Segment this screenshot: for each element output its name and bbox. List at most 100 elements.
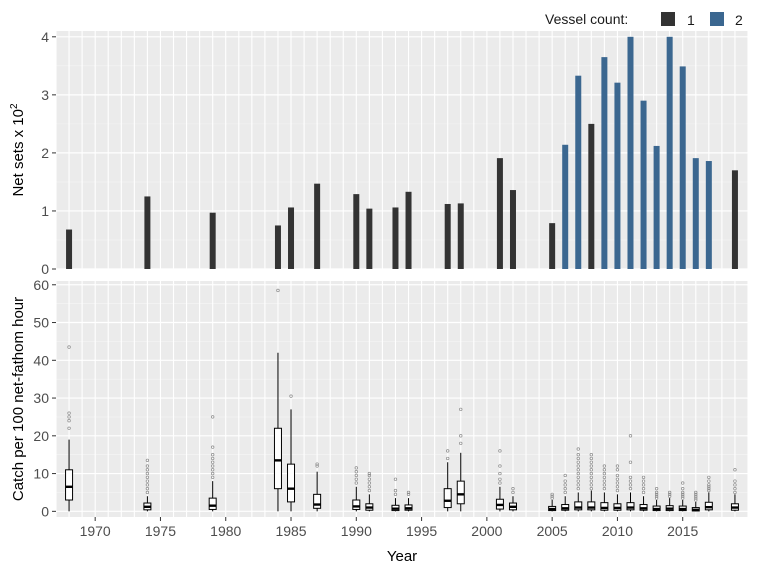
- net-sets-bar: [575, 75, 582, 269]
- boxplot-outlier: [576, 479, 580, 483]
- net-sets-bar: [209, 212, 216, 269]
- boxplot-outlier: [602, 487, 607, 491]
- boxplot-outlier: [211, 464, 215, 468]
- x-tick-label: 2000: [471, 523, 502, 539]
- boxplot-2010: [613, 464, 622, 512]
- boxplot-outlier: [446, 449, 450, 453]
- boxplot-outlier: [315, 462, 319, 466]
- boxplot-outlier: [602, 483, 607, 487]
- boxplot-outlier: [145, 490, 150, 495]
- boxplot-outlier: [602, 468, 607, 472]
- net-sets-bar: [496, 158, 503, 269]
- boxplot-outlier: [211, 453, 215, 457]
- boxplot-outlier: [145, 468, 150, 472]
- boxplot-box: [352, 499, 361, 510]
- boxplot-outlier: [654, 487, 659, 491]
- catch-y-tick-label: 50: [33, 315, 49, 331]
- boxplot-outlier: [576, 460, 580, 464]
- boxplot-outlier: [733, 487, 737, 491]
- boxplot-outlier: [211, 468, 215, 472]
- boxplot-outlier: [654, 496, 659, 500]
- boxplot-outlier: [641, 487, 646, 491]
- boxplot-outlier: [354, 481, 358, 485]
- x-tick-label: 1975: [145, 523, 176, 539]
- boxplot-1985: [287, 394, 296, 512]
- boxplot-outlier: [694, 496, 698, 500]
- boxplot-outlier: [576, 453, 580, 457]
- boxplot-outlier: [459, 441, 463, 446]
- boxplot-2019: [730, 468, 739, 512]
- net-sets-bar: [731, 170, 738, 269]
- boxplot-outlier: [681, 496, 685, 500]
- boxplot-outlier: [707, 487, 711, 491]
- net-sets-y-tick-label: 3: [41, 87, 49, 103]
- net-sets-bar: [666, 36, 673, 270]
- boxplot-outlier: [589, 475, 593, 480]
- boxplot-outlier: [576, 456, 580, 461]
- net-sets-y-tick-label: 4: [41, 29, 49, 45]
- boxplot-outlier: [145, 464, 150, 468]
- x-tick-label: 1985: [275, 523, 306, 539]
- net-sets-bar: [588, 123, 595, 269]
- boxplot-outlier: [707, 485, 711, 489]
- boxplot-outlier: [211, 415, 215, 419]
- catch-y-axis-label: Catch per 100 net-fathom hour: [10, 297, 27, 501]
- catch-panel-background: [56, 281, 748, 517]
- boxplot-box: [208, 497, 217, 510]
- boxplot-2011: [626, 434, 635, 512]
- boxplot-outlier: [563, 487, 567, 491]
- boxplot-outlier: [145, 475, 150, 480]
- boxplot-outlier: [628, 475, 633, 480]
- boxplot-1997: [443, 449, 452, 512]
- boxplot-2002: [508, 487, 517, 512]
- boxplot-outlier: [615, 468, 620, 472]
- boxplot-outlier: [289, 394, 293, 398]
- boxplot-outlier: [681, 492, 685, 496]
- legend: Vessel count: 1 2: [545, 11, 743, 28]
- net-sets-y-tick-label: 2: [41, 145, 49, 161]
- boxplot-outlier: [145, 471, 150, 476]
- boxplot-outlier: [211, 471, 215, 476]
- boxplot-outlier: [67, 419, 71, 423]
- boxplot-outlier: [576, 468, 580, 472]
- boxplot-outlier: [589, 468, 593, 472]
- boxplot-outlier: [615, 488, 620, 493]
- net-sets-bar: [288, 207, 295, 269]
- boxplot-box: [443, 488, 452, 509]
- net-sets-bar: [653, 145, 660, 269]
- boxplot-outlier: [367, 473, 372, 478]
- boxplot-outlier: [589, 464, 593, 468]
- boxplot-outlier: [563, 483, 567, 487]
- boxplot-outlier: [628, 434, 633, 438]
- boxplot-outlier: [733, 468, 737, 472]
- net-sets-bar: [444, 203, 451, 269]
- boxplot-outlier: [145, 479, 150, 483]
- boxplot-outlier: [354, 473, 358, 478]
- boxplot-2016: [691, 490, 700, 512]
- boxplot-outlier: [654, 494, 659, 498]
- net-sets-bar: [353, 194, 360, 269]
- x-tick-label: 1995: [406, 523, 437, 539]
- boxplot-outlier: [628, 483, 633, 487]
- boxplot-outlier: [459, 407, 463, 412]
- net-sets-bar: [314, 183, 321, 269]
- boxplot-outlier: [67, 426, 71, 430]
- boxplot-outlier: [498, 464, 502, 468]
- boxplot-outlier: [498, 449, 502, 453]
- boxplot-outlier: [668, 494, 672, 498]
- boxplot-outlier: [707, 483, 711, 487]
- x-tick-label: 2005: [537, 523, 568, 539]
- boxplot-outlier: [211, 445, 215, 449]
- net-sets-bar: [627, 36, 634, 270]
- boxplot-outlier: [668, 490, 672, 495]
- boxplot-box: [600, 502, 609, 511]
- boxplot-outlier: [498, 471, 502, 476]
- boxplot-2006: [561, 473, 570, 512]
- net-sets-bar: [457, 203, 464, 269]
- boxplot-outlier: [145, 458, 150, 463]
- boxplot-2001: [495, 449, 504, 512]
- boxplot-outlier: [615, 464, 620, 468]
- boxplot-outlier: [211, 460, 215, 464]
- boxplot-outlier: [602, 471, 607, 476]
- boxplot-2012: [639, 475, 648, 512]
